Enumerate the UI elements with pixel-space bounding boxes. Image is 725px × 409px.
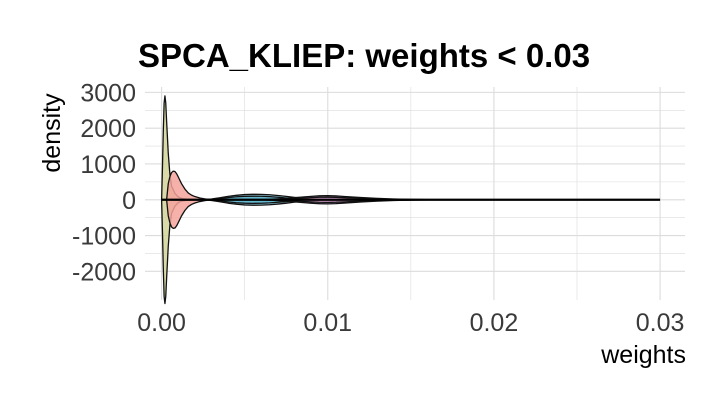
x-axis-ticks: 0.00 0.01 0.02 0.03 — [137, 309, 684, 337]
y-tick-label: 2000 — [80, 115, 136, 143]
y-axis-ticks: -2000 -1000 0 1000 2000 3000 — [72, 79, 136, 286]
y-tick-label: 3000 — [80, 79, 136, 107]
x-tick-label: 0.03 — [636, 309, 685, 337]
x-tick-label: 0.01 — [303, 309, 352, 337]
y-tick-label: 1000 — [80, 151, 136, 179]
x-tick-label: 0.00 — [137, 309, 186, 337]
grid — [145, 87, 685, 300]
y-tick-label: -1000 — [72, 223, 136, 251]
y-tick-label: -2000 — [72, 258, 136, 286]
x-axis-title: weights — [600, 341, 686, 369]
chart-title: SPCA_KLIEP: weights < 0.03 — [138, 37, 590, 74]
x-tick-label: 0.02 — [470, 309, 519, 337]
y-tick-label: 0 — [122, 187, 136, 215]
y-axis-title: density — [38, 93, 66, 173]
